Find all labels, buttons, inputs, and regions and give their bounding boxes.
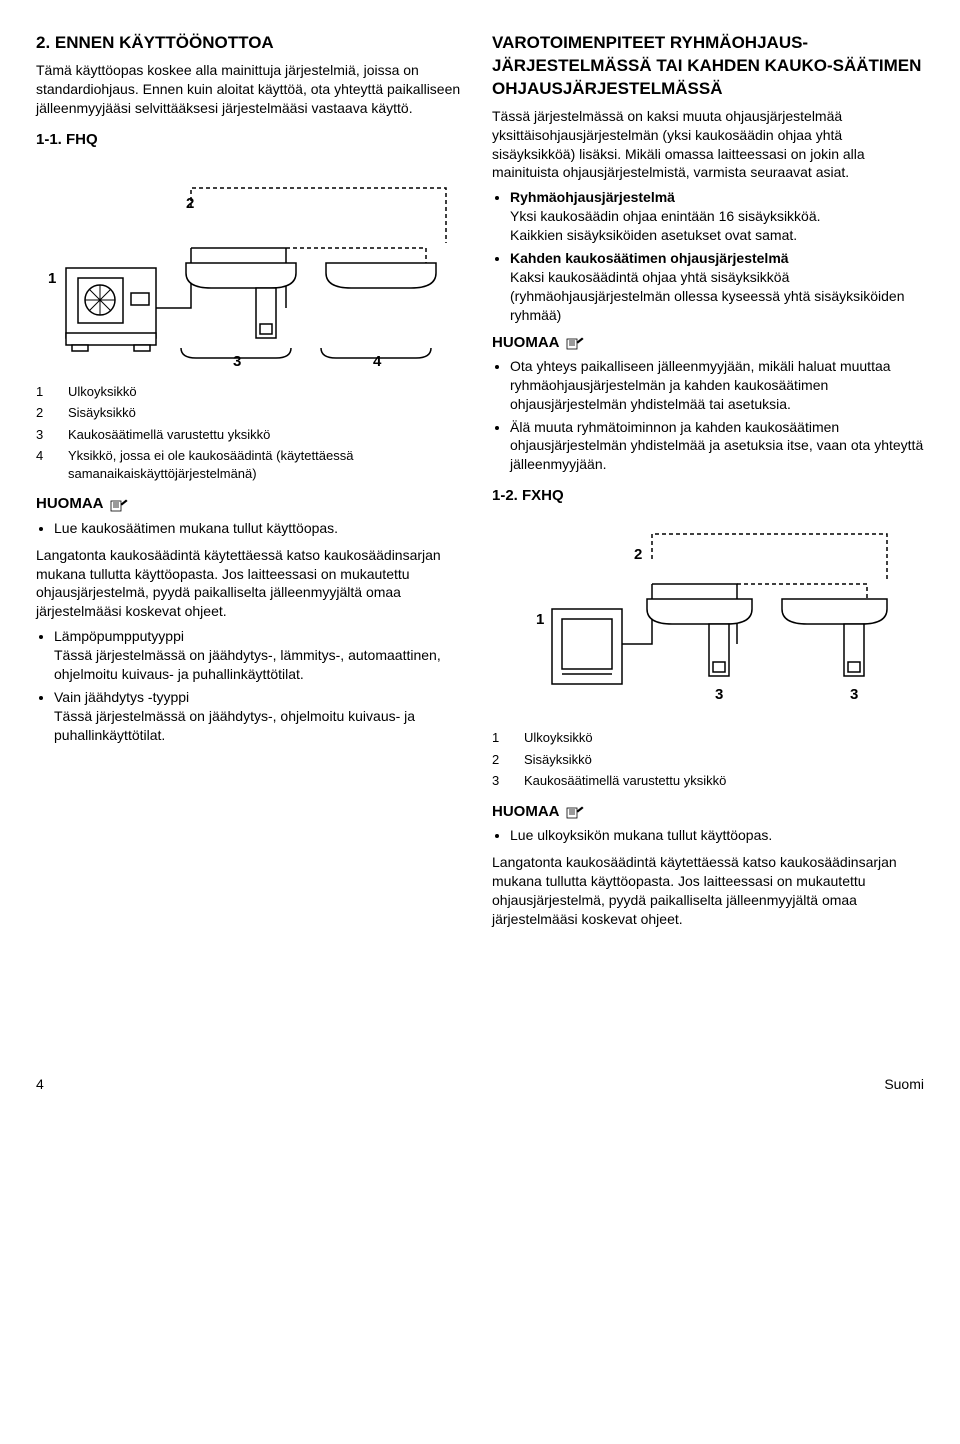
huomaa-label-2: HUOMAA	[492, 333, 560, 353]
subsection-1-2: 1-2. FXHQ	[492, 486, 924, 506]
diagram-fxhq: 1 2	[492, 514, 924, 719]
precautions-title: VAROTOIMENPITEET RYHMÄOHJAUS-JÄRJESTELMÄ…	[492, 32, 924, 101]
intro-paragraph: Tämä käyttöopas koskee alla mainittuja j…	[36, 61, 468, 118]
note-icon	[566, 336, 584, 350]
note-icon	[110, 498, 128, 512]
diagram2-label-1: 1	[536, 611, 544, 628]
page-number: 4	[36, 1075, 44, 1094]
diagram1-label-2: 2	[186, 195, 194, 212]
huomaa-label-1: HUOMAA	[36, 494, 104, 514]
huomaa3-bullets: Lue ulkoyksikön mukana tullut käyttöopas…	[492, 826, 924, 845]
precautions-intro: Tässä järjestelmässä on kaksi muuta ohja…	[492, 107, 924, 183]
section-title: 2. ENNEN KÄYTTÖÖNOTTOA	[36, 32, 468, 55]
diagram2-label-2: 2	[634, 546, 642, 563]
type-list: Lämpöpumpputyyppi Tässä järjestelmässä o…	[36, 627, 468, 744]
diagram1-label-3: 3	[233, 353, 241, 368]
diagram2-label-3b: 3	[850, 686, 858, 703]
huomaa-label-3: HUOMAA	[492, 802, 560, 822]
subsection-1-1: 1-1. FHQ	[36, 130, 468, 150]
para-wireless-2: Langatonta kaukosäädintä käytettäessä ka…	[492, 853, 924, 929]
legend-1: 1Ulkoyksikkö 2Sisäyksikkö 3Kaukosäätimel…	[36, 381, 468, 485]
huomaa1-bullets: Lue kaukosäätimen mukana tullut käyttöop…	[36, 519, 468, 538]
page-language: Suomi	[884, 1075, 924, 1094]
diagram1-label-1: 1	[48, 270, 56, 287]
huomaa2-bullets: Ota yhteys paikalliseen jälleenmyyjään, …	[492, 357, 924, 474]
note-icon	[566, 805, 584, 819]
para-wireless-1: Langatonta kaukosäädintä käytettäessä ka…	[36, 546, 468, 622]
diagram2-label-3a: 3	[715, 686, 723, 703]
diagram1-label-4: 4	[373, 353, 382, 368]
control-systems-list: Ryhmäohjausjärjestelmä Yksi kaukosäädin …	[492, 188, 924, 324]
legend-2: 1Ulkoyksikkö 2Sisäyksikkö 3Kaukosäätimel…	[492, 727, 736, 792]
diagram-fhq: 1	[36, 158, 468, 373]
